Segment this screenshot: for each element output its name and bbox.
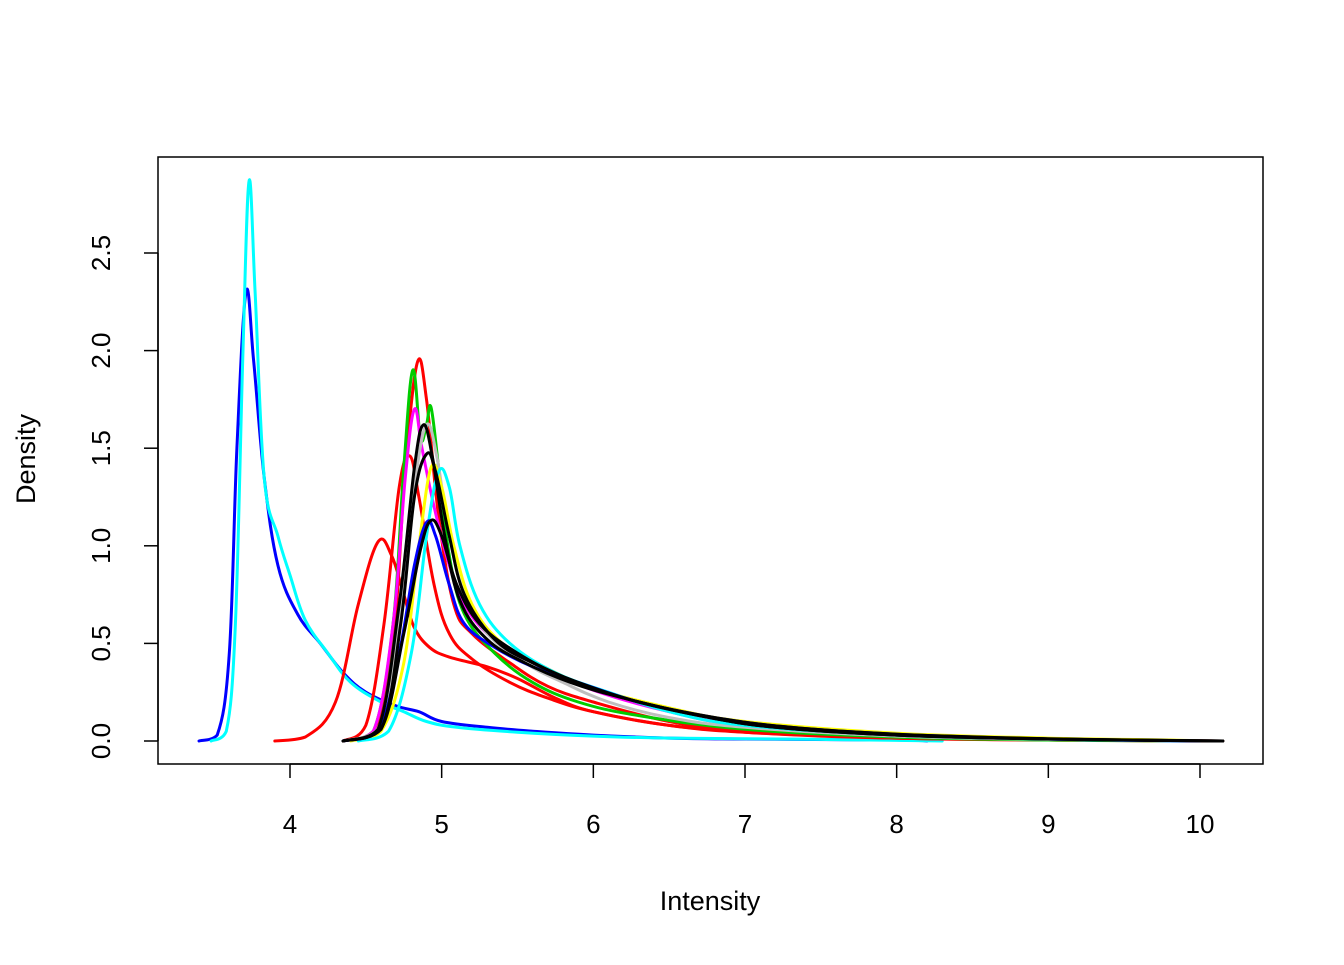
y-tick-label: 2.0 [86, 333, 116, 369]
series-line-4 [341, 454, 1202, 743]
series-line-1 [197, 287, 929, 743]
series-line-2 [209, 178, 944, 743]
y-axis-title: Density [11, 413, 41, 504]
x-tick-label: 4 [283, 809, 297, 839]
x-tick-label: 10 [1186, 809, 1215, 839]
series-line-13 [341, 423, 1225, 743]
x-tick-label: 6 [586, 809, 600, 839]
y-tick-label: 0.5 [86, 625, 116, 661]
series-line-7 [341, 407, 1202, 743]
plot-frame [157, 156, 1264, 765]
x-tick-label: 7 [738, 809, 752, 839]
series-layer [197, 178, 1225, 743]
series-line-10 [356, 466, 1187, 743]
y-tick-label: 2.5 [86, 235, 116, 271]
x-tick-label: 5 [434, 809, 448, 839]
x-tick-label: 8 [889, 809, 903, 839]
series-line-11 [341, 519, 1202, 743]
x-axis-title: Intensity [660, 886, 761, 916]
series-line-14 [341, 518, 1225, 743]
axes-layer: 4 5 6 7 8 9 10 0.0 0.5 1.0 1.5 2.0 2.5 [86, 156, 1264, 839]
y-tick-label: 1.0 [86, 528, 116, 564]
series-line-5 [341, 357, 1217, 743]
series-line-6 [341, 368, 1202, 743]
y-tick-label: 0.0 [86, 723, 116, 759]
y-tick-label: 1.5 [86, 430, 116, 466]
x-tick-label: 9 [1041, 809, 1055, 839]
